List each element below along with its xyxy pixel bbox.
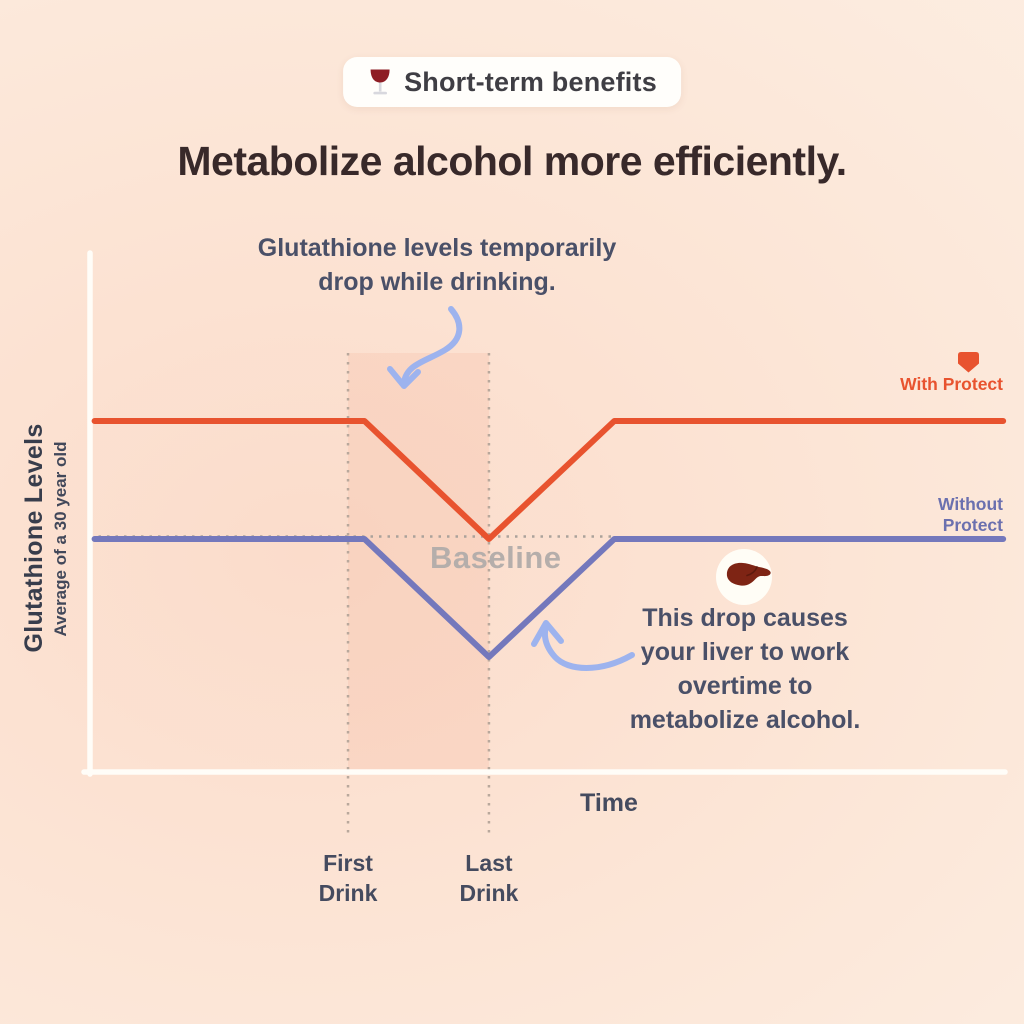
x-axis-label: Time: [580, 789, 638, 817]
first-drink-label: First Drink: [318, 850, 378, 906]
legend-without-protect: Without Protect: [938, 494, 1003, 535]
annotation-line: Glutathione levels temporarily: [257, 234, 617, 262]
annotation-line: metabolize alcohol.: [629, 706, 861, 734]
badge: Short-term benefits: [343, 57, 681, 107]
annotation-line: overtime to: [677, 672, 813, 700]
annotation-liver-overtime: This drop causes your liver to work over…: [545, 601, 945, 737]
annotation-drop-while-drinking: Glutathione levels temporarily drop whil…: [217, 231, 657, 299]
annotation-line: This drop causes: [642, 604, 848, 632]
arrow-to-recovery-icon: [531, 620, 635, 671]
badge-label: Short-term benefits: [404, 66, 657, 97]
legend-with-protect: With Protect: [900, 374, 1003, 394]
page-title: Metabolize alcohol more efficiently.: [177, 138, 847, 184]
y-axis-sublabel: Average of a 30 year old: [51, 441, 70, 637]
drinking-window-region: [348, 353, 489, 772]
y-axis-label: Glutathione Levels: [20, 423, 48, 653]
protect-shield-icon: [958, 352, 979, 373]
arrow-to-drop-icon: [387, 306, 463, 389]
without-protect-line: [91, 536, 1007, 660]
annotation-line: your liver to work: [640, 638, 850, 666]
baseline-label: Baseline: [430, 540, 562, 575]
with-protect-line: [91, 418, 1007, 542]
liver-icon: [716, 549, 772, 605]
wine-glass-icon: [370, 69, 390, 95]
annotation-line: drop while drinking.: [318, 268, 556, 296]
last-drink-label: Last Drink: [459, 850, 519, 906]
